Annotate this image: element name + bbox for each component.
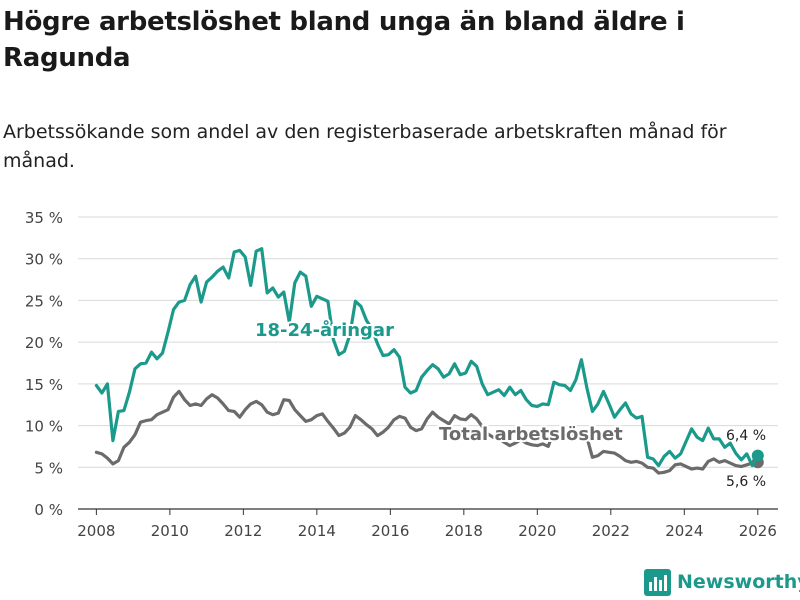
x-tick-label: 2008 (77, 522, 115, 540)
chart-title: Högre arbetslöshet bland unga än bland ä… (3, 7, 685, 73)
x-axis: 2008 2010 2012 2014 2016 2018 2020 2022 2024 2026 (77, 509, 777, 540)
series-label-youth: 18-24-åringar (255, 319, 394, 341)
brand-name: Newsworthy (677, 571, 800, 593)
gridlines (78, 216, 778, 510)
newsworthy-logo[interactable]: Newsworthy (644, 568, 800, 596)
y-tick-label: 25 % (25, 292, 63, 310)
chart-subtitle: Arbetssökande som andel av den registerb… (3, 121, 727, 172)
x-tick-label: 2022 (592, 522, 630, 540)
y-tick-label: 0 % (34, 501, 63, 519)
series-line-total (94, 389, 760, 475)
endpoint-marker-youth (751, 449, 764, 462)
x-tick-label: 2014 (298, 522, 336, 540)
series-labels: 18-24-åringar Total arbetslöshet 6,4 % 5,6 … (253, 317, 768, 492)
x-tick-label: 2020 (518, 522, 556, 540)
series-line-youth (94, 247, 760, 468)
bar-chart-logo-icon (644, 568, 671, 596)
end-value-label-youth: 6,4 % (726, 428, 766, 444)
series-label-total: Total arbetslöshet (439, 424, 623, 445)
end-value-label-total: 5,6 % (726, 474, 766, 490)
y-tick-label: 35 % (25, 209, 63, 227)
y-axis-tick-labels: 0 % 5 % 10 % 15 % 20 % 25 % 30 % 35 % (25, 209, 63, 519)
y-tick-label: 30 % (25, 251, 63, 269)
x-tick-label: 2024 (665, 522, 703, 540)
y-tick-label: 20 % (25, 334, 63, 352)
x-tick-label: 2010 (151, 522, 189, 540)
x-tick-label: 2026 (739, 522, 777, 540)
x-tick-label: 2016 (371, 522, 409, 540)
x-tick-label: 2012 (224, 522, 262, 540)
y-tick-label: 5 % (34, 459, 63, 477)
y-tick-label: 10 % (25, 418, 63, 436)
y-tick-label: 15 % (25, 376, 63, 394)
series-lines (94, 247, 764, 475)
x-tick-label: 2018 (445, 522, 483, 540)
